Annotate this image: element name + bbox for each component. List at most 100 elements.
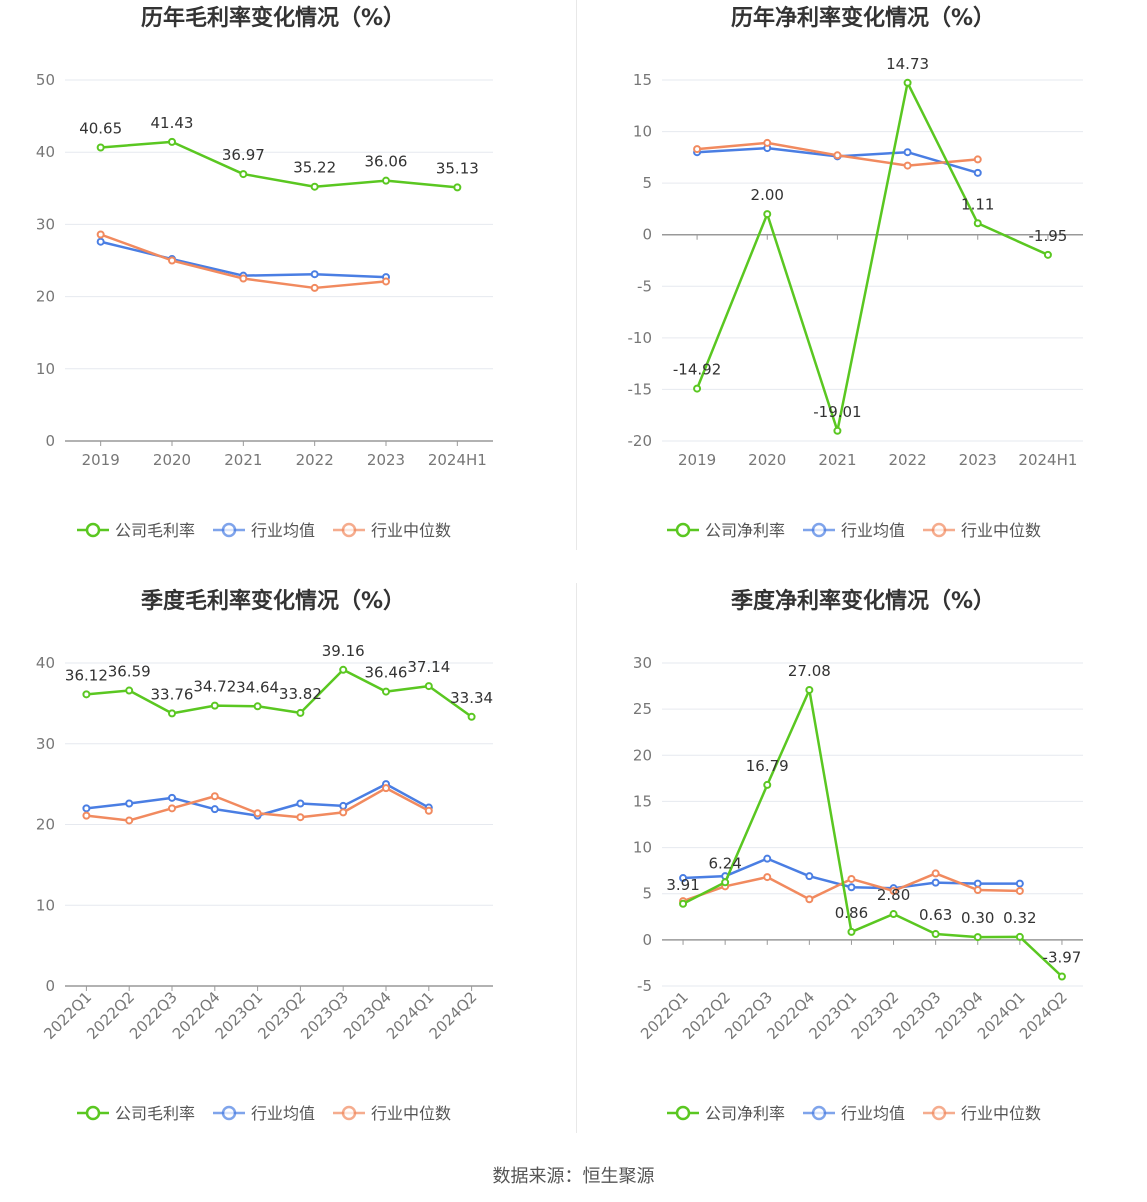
data-label: 0.63 bbox=[919, 906, 952, 924]
x-tick-label: 2019 bbox=[678, 451, 716, 469]
data-point-company bbox=[382, 687, 390, 696]
legend-label: 行业均值 bbox=[841, 1104, 905, 1123]
chart-panel-quarterly-net-margin: 季度净利率变化情况（%） -5 0 5 10 15 20 25 30 2022Q1 2022Q2 20… bbox=[577, 583, 1147, 1166]
data-point-average bbox=[82, 804, 91, 813]
data-label: 2.80 bbox=[877, 886, 910, 904]
data-point-company bbox=[253, 702, 262, 711]
data-label: 36.59 bbox=[108, 663, 151, 681]
y-tick-label: 10 bbox=[633, 123, 652, 141]
data-label: 35.13 bbox=[436, 159, 479, 177]
data-point-average bbox=[973, 168, 982, 177]
y-tick-label: 50 bbox=[36, 71, 55, 89]
legend-item-company: 公司净利率 bbox=[667, 521, 785, 540]
legend-swatch-marker bbox=[675, 1105, 691, 1121]
data-point-company bbox=[453, 183, 462, 192]
data-point-company bbox=[82, 690, 91, 699]
legend-label: 行业均值 bbox=[251, 1104, 315, 1123]
data-point-median bbox=[382, 277, 390, 286]
y-tick-label: 0 bbox=[45, 432, 55, 450]
x-tick-label: 2020 bbox=[748, 451, 786, 469]
data-point-median bbox=[1015, 886, 1024, 895]
legend-label: 公司毛利率 bbox=[115, 1104, 195, 1123]
chart-quarterly-net-margin: 季度净利率变化情况（%）-50510152025302022Q12022Q220… bbox=[633, 588, 1083, 1123]
divider-bottom bbox=[576, 583, 577, 1133]
legend-label: 公司净利率 bbox=[705, 1104, 785, 1123]
legend-item-average: 行业均值 bbox=[803, 1104, 905, 1123]
y-tick-label: 5 bbox=[642, 885, 652, 903]
data-point-average bbox=[1015, 879, 1024, 888]
data-point-company bbox=[168, 137, 176, 146]
data-point-median bbox=[763, 138, 772, 147]
data-point-average bbox=[903, 148, 912, 157]
legend-label: 行业中位数 bbox=[371, 1104, 451, 1123]
data-label: 36.46 bbox=[365, 664, 408, 682]
legend-item-median: 行业中位数 bbox=[923, 521, 1041, 540]
data-label: 39.16 bbox=[322, 642, 365, 660]
data-point-company bbox=[1015, 932, 1024, 941]
y-tick-label: 15 bbox=[633, 792, 652, 810]
data-point-company bbox=[805, 685, 814, 694]
data-point-median bbox=[382, 784, 390, 793]
legend-item-median: 行业中位数 bbox=[333, 521, 451, 540]
data-point-median bbox=[931, 869, 940, 878]
data-point-median bbox=[310, 283, 319, 292]
y-tick-label: 10 bbox=[36, 360, 55, 378]
data-point-average bbox=[310, 270, 319, 279]
y-tick-label: 25 bbox=[633, 700, 652, 718]
data-label: 16.79 bbox=[746, 757, 789, 775]
x-tick-label: 2021 bbox=[224, 451, 262, 469]
data-point-average bbox=[210, 805, 219, 814]
legend-swatch-marker bbox=[675, 522, 691, 538]
legend-swatch-marker bbox=[811, 1105, 827, 1121]
data-point-median bbox=[805, 895, 814, 904]
data-point-average bbox=[96, 237, 105, 246]
y-tick-label: 30 bbox=[633, 654, 652, 672]
data-label: 1.11 bbox=[961, 195, 994, 213]
y-tick-label: 20 bbox=[36, 288, 55, 306]
data-point-median bbox=[253, 809, 262, 818]
data-label: 3.91 bbox=[666, 876, 699, 894]
data-point-company bbox=[847, 927, 856, 936]
data-point-average bbox=[931, 878, 940, 887]
legend-swatch-marker bbox=[221, 1105, 237, 1121]
data-point-median bbox=[168, 256, 176, 265]
y-tick-label: 30 bbox=[36, 215, 55, 233]
data-point-median bbox=[833, 151, 842, 160]
data-label: -3.97 bbox=[1043, 948, 1082, 966]
data-point-company bbox=[96, 143, 105, 152]
data-label: 0.32 bbox=[1003, 909, 1036, 927]
y-tick-label: -10 bbox=[628, 329, 653, 347]
x-tick-label: 2023 bbox=[367, 451, 405, 469]
data-point-median bbox=[210, 792, 219, 801]
legend-swatch-marker bbox=[931, 522, 947, 538]
chart-title: 季度净利率变化情况（%） bbox=[731, 588, 995, 614]
chart-title: 季度毛利率变化情况（%） bbox=[141, 588, 405, 614]
data-point-median bbox=[296, 813, 305, 822]
data-point-company bbox=[310, 182, 319, 191]
legend-label: 行业均值 bbox=[841, 521, 905, 540]
data-point-company bbox=[721, 878, 730, 887]
y-tick-label: -5 bbox=[637, 977, 652, 995]
series-line-company bbox=[695, 81, 1049, 433]
legend-swatch-marker bbox=[341, 1105, 357, 1121]
y-tick-label: -5 bbox=[637, 277, 652, 295]
data-point-median bbox=[973, 155, 982, 164]
data-point-company bbox=[1057, 972, 1066, 981]
data-point-company bbox=[903, 78, 912, 87]
series-line-company bbox=[86, 668, 473, 718]
data-point-company bbox=[339, 665, 348, 674]
data-label: 2.00 bbox=[751, 186, 784, 204]
data-point-company bbox=[693, 384, 702, 393]
data-label: 36.97 bbox=[222, 146, 265, 164]
legend-label: 公司毛利率 bbox=[115, 521, 195, 540]
data-point-company bbox=[467, 712, 476, 721]
y-tick-label: -15 bbox=[628, 380, 653, 398]
x-tick-label: 2022 bbox=[888, 451, 926, 469]
data-point-average bbox=[679, 874, 688, 883]
y-tick-label: 5 bbox=[642, 174, 652, 192]
legend-swatch-marker bbox=[221, 522, 237, 538]
legend-item-company: 公司净利率 bbox=[667, 1104, 785, 1123]
data-point-company bbox=[679, 899, 688, 908]
legend-label: 行业中位数 bbox=[961, 1104, 1041, 1123]
legend-label: 行业中位数 bbox=[961, 521, 1041, 540]
